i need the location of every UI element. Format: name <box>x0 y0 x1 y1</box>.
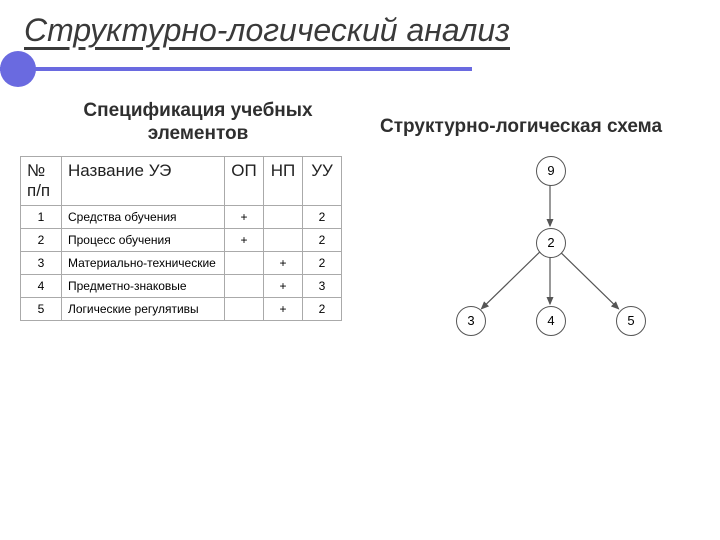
tree-node: 3 <box>456 306 486 336</box>
tree-node: 4 <box>536 306 566 336</box>
col-header-op: ОП <box>225 157 264 206</box>
table-cell: Предметно-знаковые <box>62 275 225 298</box>
table-cell: + <box>264 252 303 275</box>
table-cell: 3 <box>303 275 342 298</box>
table-row: 4Предметно-знаковые +3 <box>21 275 342 298</box>
table-cell <box>225 298 264 321</box>
table-cell: Процесс обучения <box>62 229 225 252</box>
page-title: Структурно-логический анализ <box>24 12 510 49</box>
table-cell: 4 <box>21 275 62 298</box>
table-cell <box>264 229 303 252</box>
table-cell: + <box>225 206 264 229</box>
table-row: 5Логические регулятивы +2 <box>21 298 342 321</box>
table-cell: 1 <box>21 206 62 229</box>
table-cell: 2 <box>21 229 62 252</box>
tree-node: 2 <box>536 228 566 258</box>
table-cell: 3 <box>21 252 62 275</box>
col-header-name: Название УЭ <box>62 157 225 206</box>
table-cell: 2 <box>303 206 342 229</box>
table-cell: 2 <box>303 229 342 252</box>
accent-line <box>0 67 472 71</box>
col-header-np: НП <box>264 157 303 206</box>
left-subheading: Спецификация учебных элементов <box>58 100 338 146</box>
table-cell: Логические регулятивы <box>62 298 225 321</box>
table-row: 3Материально-технические +2 <box>21 252 342 275</box>
table-cell <box>225 275 264 298</box>
spec-table: № п/п Название УЭ ОП НП УУ 1Средства обу… <box>20 156 342 321</box>
table-cell: 5 <box>21 298 62 321</box>
table-cell: 2 <box>303 298 342 321</box>
right-subheading: Структурно-логическая схема <box>380 116 720 138</box>
table-cell: + <box>225 229 264 252</box>
table-row: 2Процесс обучения+2 <box>21 229 342 252</box>
tree-diagram: 9 2 3 4 5 <box>430 156 670 356</box>
table-row: 1Средства обучения+2 <box>21 206 342 229</box>
col-header-num: № п/п <box>21 157 62 206</box>
table-header-row: № п/п Название УЭ ОП НП УУ <box>21 157 342 206</box>
col-header-uu: УУ <box>303 157 342 206</box>
table-body: 1Средства обучения+22Процесс обучения+23… <box>21 206 342 321</box>
tree-node: 9 <box>536 156 566 186</box>
table-cell: + <box>264 275 303 298</box>
table-cell: Материально-технические <box>62 252 225 275</box>
table-cell: 2 <box>303 252 342 275</box>
tree-node: 5 <box>616 306 646 336</box>
tree-edge <box>560 252 619 309</box>
table-cell: Средства обучения <box>62 206 225 229</box>
table-cell <box>264 206 303 229</box>
tree-edge <box>481 252 540 309</box>
table-cell: + <box>264 298 303 321</box>
slide: Структурно-логический анализ Спецификаци… <box>0 0 720 540</box>
table-cell <box>225 252 264 275</box>
